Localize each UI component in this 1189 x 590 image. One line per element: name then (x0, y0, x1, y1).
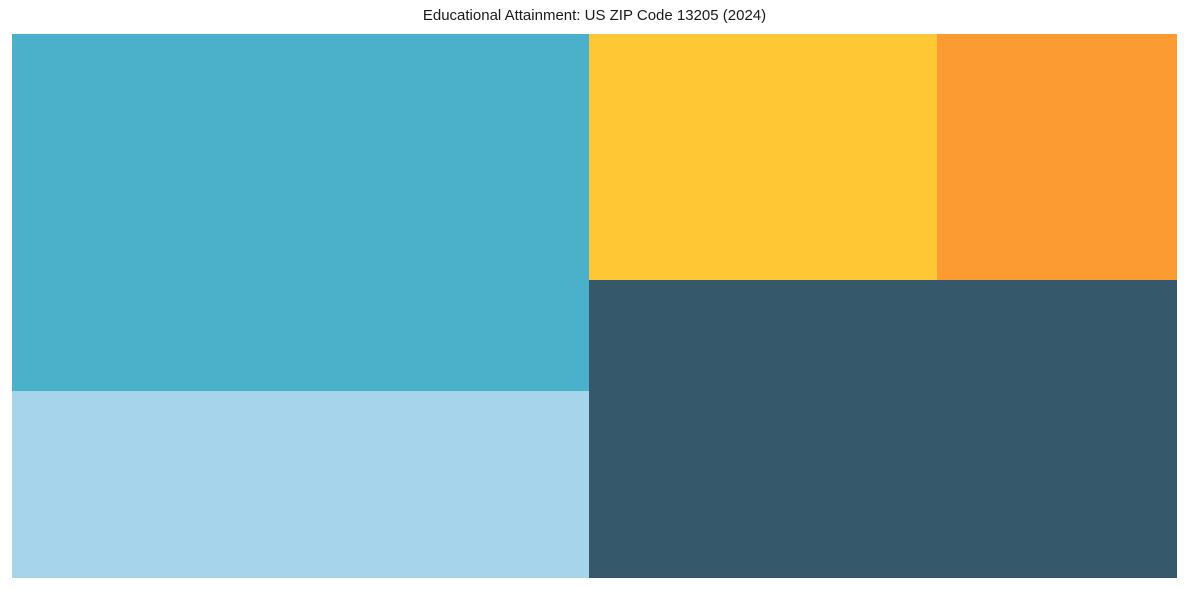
treemap-tile-some-college-no-degree[interactable]: Some college, no degree (589, 280, 1177, 578)
treemap-plot-area: High school graduate (includes equivalen… (12, 34, 1177, 578)
chart-title: Educational Attainment: US ZIP Code 1320… (422, 7, 767, 24)
treemap-tile-label: High school graduate (includes equivalen… (20, 40, 275, 56)
treemap-tile-bachelors-degree[interactable]: Bachelor's degree (12, 391, 589, 578)
treemap-tile-label: Bachelor's degree (20, 397, 124, 413)
treemap-tile-high-school-graduate[interactable]: High school graduate (includes equivalen… (12, 34, 589, 391)
treemap-tile-label: Associate's degree (945, 40, 1054, 56)
treemap-tile-label: Less than high school diploma (597, 40, 772, 56)
treemap-tile-label: Some college, no degree (597, 286, 742, 302)
treemap-tile-associates-degree[interactable]: Associate's degree (937, 34, 1177, 280)
treemap-tile-less-than-high-school[interactable]: Less than high school diploma (589, 34, 937, 280)
